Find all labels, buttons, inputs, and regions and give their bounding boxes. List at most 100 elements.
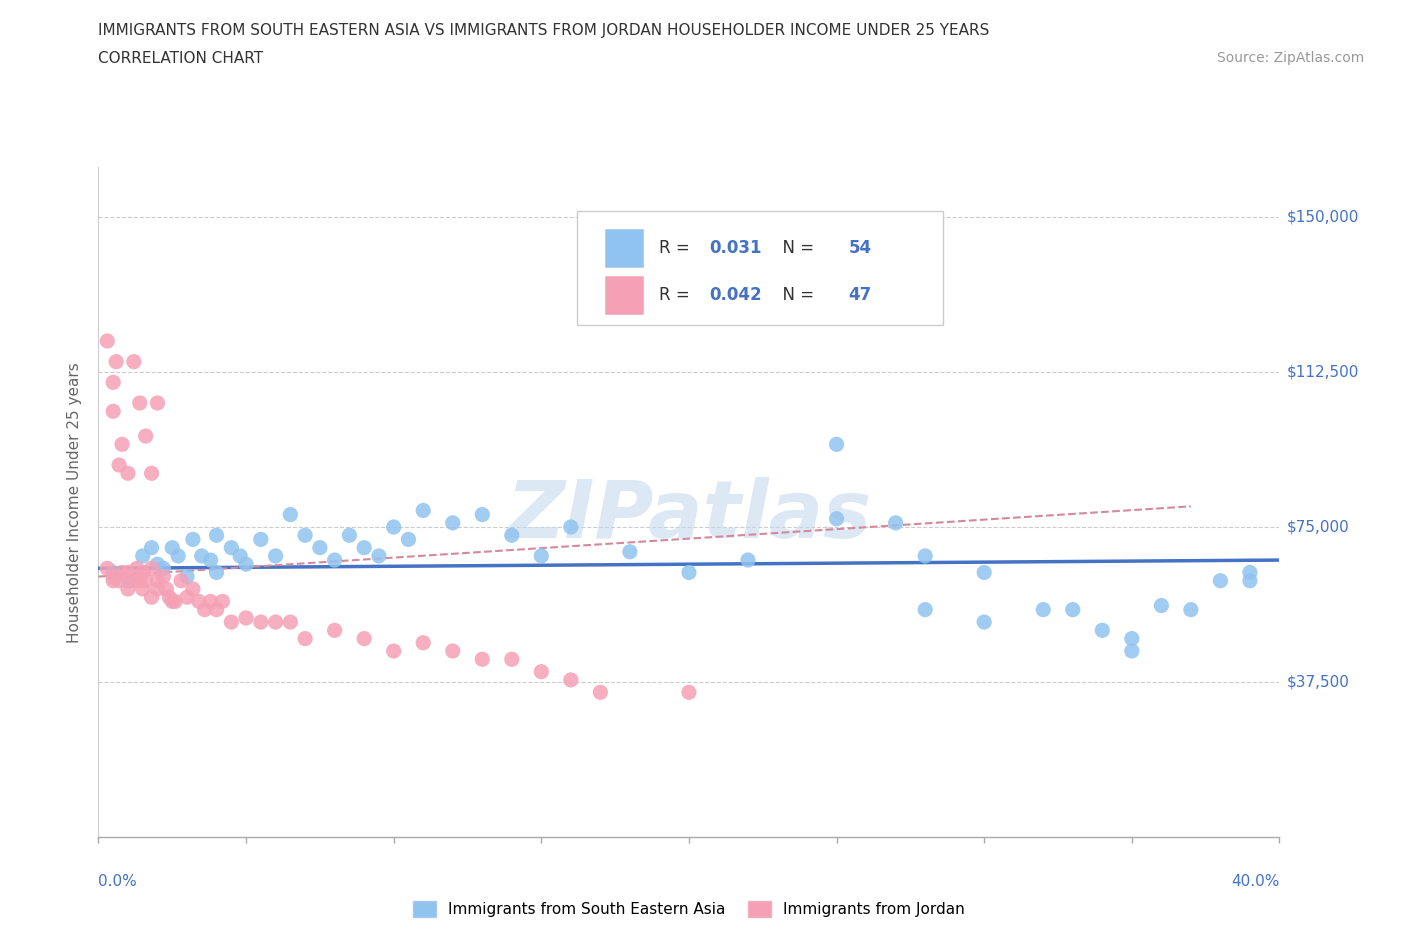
Point (678, 565, 700, 580)
Point (1150, 598, 1173, 613)
Point (323, 623, 346, 638)
Point (1239, 573, 1261, 588)
Point (162, 540, 183, 555)
Point (973, 565, 995, 580)
Point (619, 544, 641, 559)
Point (141, 590, 163, 604)
Point (176, 569, 198, 584)
Point (1121, 631, 1143, 646)
Point (200, 594, 222, 609)
Point (141, 540, 163, 555)
Point (111, 565, 134, 580)
Point (353, 631, 375, 646)
Point (825, 437, 848, 452)
Point (1180, 603, 1202, 618)
Point (825, 512, 848, 526)
Point (117, 565, 139, 580)
Point (589, 684, 612, 699)
Point (108, 573, 131, 588)
Point (155, 581, 177, 596)
Point (135, 429, 157, 444)
Text: 0.031: 0.031 (709, 239, 762, 257)
Point (211, 594, 233, 609)
Point (146, 395, 169, 410)
Point (200, 552, 222, 567)
Point (128, 573, 150, 588)
Point (309, 540, 332, 555)
FancyBboxPatch shape (605, 229, 643, 267)
Point (353, 540, 375, 555)
Point (187, 594, 209, 609)
Point (1121, 644, 1143, 658)
Point (141, 466, 163, 481)
Point (471, 507, 494, 522)
Point (122, 573, 145, 588)
Point (323, 552, 346, 567)
Point (1062, 603, 1084, 618)
Point (973, 615, 995, 630)
Point (1239, 565, 1261, 580)
Point (105, 354, 128, 369)
Point (146, 581, 169, 596)
Point (96, 561, 118, 576)
Point (132, 581, 155, 596)
Point (441, 644, 464, 658)
Point (219, 615, 242, 630)
Point (337, 528, 360, 543)
Point (135, 573, 157, 588)
Point (441, 515, 464, 530)
Point (108, 458, 131, 472)
Text: $150,000: $150,000 (1286, 209, 1358, 224)
Point (125, 561, 148, 576)
Point (264, 615, 287, 630)
Point (205, 603, 228, 618)
Point (530, 664, 553, 679)
Point (103, 375, 125, 390)
Point (170, 573, 193, 588)
Text: $112,500: $112,500 (1286, 365, 1358, 379)
Point (382, 520, 405, 535)
Text: CORRELATION CHART: CORRELATION CHART (98, 51, 263, 66)
Point (152, 569, 174, 584)
Text: 47: 47 (848, 286, 872, 303)
Point (157, 590, 180, 604)
Legend: Immigrants from South Eastern Asia, Immigrants from Jordan: Immigrants from South Eastern Asia, Immi… (406, 895, 972, 923)
Text: 54: 54 (848, 239, 872, 257)
Point (103, 569, 125, 584)
Point (205, 528, 228, 543)
Point (117, 573, 139, 588)
Point (678, 684, 700, 699)
Text: 0.042: 0.042 (709, 286, 762, 303)
Point (132, 549, 155, 564)
Point (294, 631, 316, 646)
Point (412, 635, 434, 650)
Point (914, 549, 936, 564)
Point (368, 549, 391, 564)
Point (141, 561, 163, 576)
Point (167, 549, 190, 564)
Point (264, 549, 287, 564)
Point (737, 552, 759, 567)
Point (117, 581, 139, 596)
Point (412, 503, 434, 518)
Point (103, 573, 125, 588)
Point (278, 615, 302, 630)
Point (396, 532, 419, 547)
Point (194, 603, 217, 618)
Point (278, 507, 302, 522)
Point (471, 652, 494, 667)
Point (884, 515, 907, 530)
Point (560, 520, 582, 535)
Text: 40.0%: 40.0% (1232, 874, 1279, 889)
Point (122, 354, 145, 369)
Text: R =: R = (659, 286, 696, 303)
Text: ZIPatlas: ZIPatlas (506, 476, 872, 554)
Text: N =: N = (772, 286, 818, 303)
Point (1209, 573, 1232, 588)
Point (146, 573, 169, 588)
Point (111, 437, 134, 452)
FancyBboxPatch shape (605, 275, 643, 313)
Point (191, 549, 214, 564)
Text: IMMIGRANTS FROM SOUTH EASTERN ASIA VS IMMIGRANTS FROM JORDAN HOUSEHOLDER INCOME : IMMIGRANTS FROM SOUTH EASTERN ASIA VS IM… (98, 23, 990, 38)
Text: R =: R = (659, 239, 696, 257)
